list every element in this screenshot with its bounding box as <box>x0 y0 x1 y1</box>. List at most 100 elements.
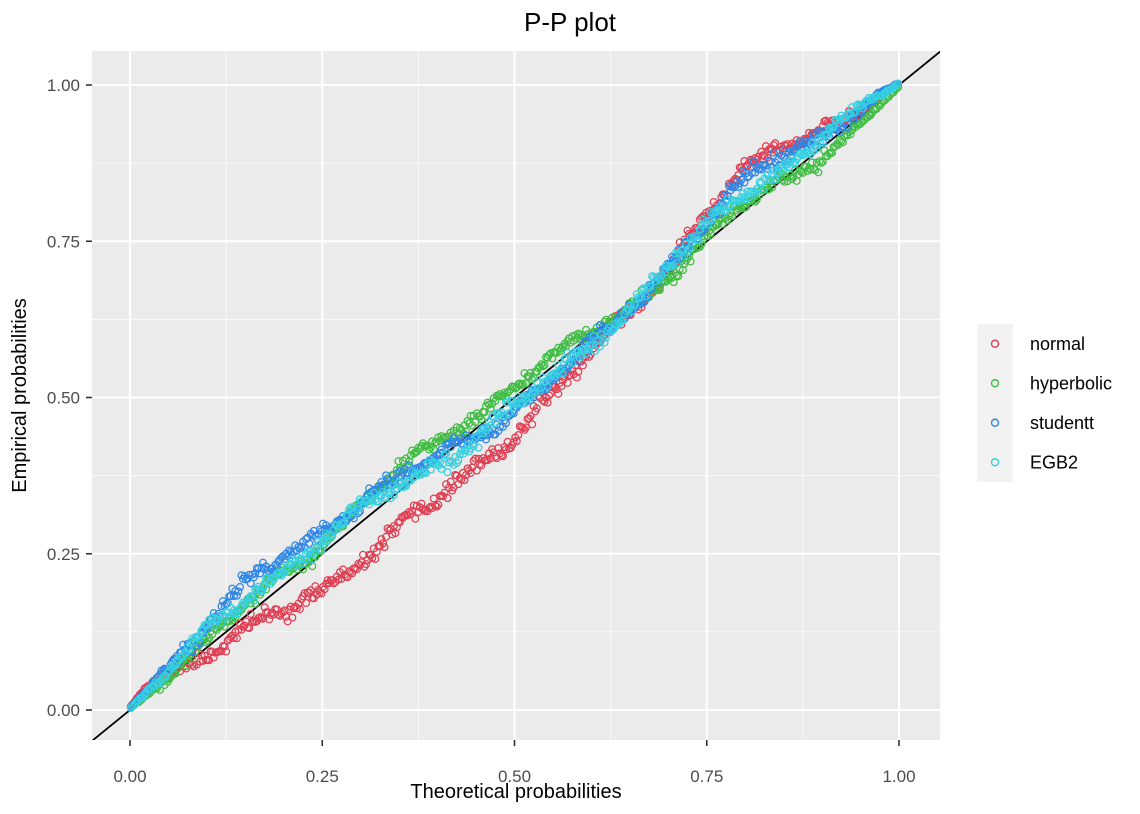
scatter-point <box>426 502 435 511</box>
legend-key-circle-icon <box>990 418 1000 427</box>
scatter-point <box>266 610 275 619</box>
scatter-point <box>578 361 587 370</box>
legend-label: studentt <box>1030 413 1094 433</box>
scatter-point <box>655 275 664 284</box>
scatter-point <box>300 555 309 564</box>
legend-key-circle-icon <box>990 458 1000 467</box>
scatter-point <box>235 582 245 592</box>
scatter-point <box>538 362 548 371</box>
scatter-point <box>255 569 265 578</box>
scatter-point <box>222 647 231 656</box>
scatter-point <box>405 457 414 466</box>
scatter-point <box>641 292 651 301</box>
scatter-point <box>515 379 524 388</box>
scatter-point <box>818 138 827 147</box>
series-points-EGB2 <box>126 79 903 713</box>
scatter-point <box>749 157 758 166</box>
identity-reference-line <box>92 51 940 740</box>
scatter-point <box>302 598 311 608</box>
scatter-point <box>525 414 534 423</box>
scatter-point <box>892 80 901 89</box>
scatter-point <box>817 158 826 167</box>
scatter-point <box>537 360 546 369</box>
scatter-point <box>297 555 306 564</box>
scatter-point <box>469 456 478 465</box>
scatter-point <box>509 437 518 446</box>
scatter-point <box>434 500 443 509</box>
scatter-point <box>340 518 349 527</box>
scatter-point <box>852 101 861 110</box>
scatter-point <box>595 342 604 351</box>
scatter-point <box>549 369 558 378</box>
scatter-point <box>566 351 575 361</box>
scatter-point <box>505 409 514 418</box>
scatter-point <box>446 442 455 452</box>
scatter-point <box>741 202 751 212</box>
scatter-point <box>258 582 268 591</box>
scatter-point <box>468 440 477 449</box>
scatter-point <box>220 642 229 651</box>
scatter-point <box>318 535 328 545</box>
scatter-point <box>234 609 243 618</box>
y-axis-title: Empirical probabilities <box>9 298 31 493</box>
scatter-point <box>737 193 746 202</box>
scatter-point <box>828 148 837 157</box>
scatter-point <box>471 454 480 463</box>
scatter-point <box>378 539 388 548</box>
legend-label: EGB2 <box>1030 452 1078 472</box>
scatter-point <box>645 281 654 291</box>
scatter-point <box>631 300 640 309</box>
scatter-point <box>706 229 715 238</box>
scatter-point <box>675 265 684 274</box>
scatter-point <box>601 333 611 342</box>
scatter-point <box>528 420 537 429</box>
scatter-point <box>185 645 194 654</box>
x-axis-title: Theoretical probabilities <box>410 781 621 803</box>
legend-key-background <box>977 442 1013 482</box>
scatter-points <box>126 79 903 713</box>
scatter-point <box>438 492 448 501</box>
scatter-point <box>494 392 503 401</box>
legend-item-EGB2: EGB2 <box>977 442 1078 482</box>
scatter-point <box>455 434 464 443</box>
scatter-point <box>246 609 255 619</box>
scatter-point <box>472 466 481 475</box>
scatter-point <box>788 174 797 183</box>
scatter-point <box>498 452 508 461</box>
scatter-point <box>694 235 703 244</box>
scatter-point <box>637 292 646 301</box>
y-tick-label: 0.50 <box>47 389 80 408</box>
scatter-point <box>814 168 823 177</box>
y-tick-label: 1.00 <box>47 76 80 95</box>
scatter-point <box>771 139 780 148</box>
legend-key-background <box>977 403 1013 443</box>
scatter-point <box>362 560 371 569</box>
y-tick-label: 0.00 <box>47 701 80 720</box>
scatter-point <box>295 544 304 553</box>
scatter-point <box>469 442 478 451</box>
scatter-point <box>540 397 549 406</box>
scatter-point <box>195 633 205 643</box>
scatter-point <box>442 449 451 458</box>
scatter-point <box>814 126 823 136</box>
scatter-point <box>254 614 263 623</box>
x-tick-label: 0.50 <box>498 767 531 786</box>
scatter-point <box>462 427 471 436</box>
scatter-point <box>208 647 217 657</box>
scatter-point <box>695 225 704 234</box>
scatter-point <box>572 373 581 382</box>
scatter-point <box>655 285 664 295</box>
x-tick-label: 0.00 <box>113 767 146 786</box>
scatter-point <box>209 621 218 630</box>
scatter-point <box>452 423 461 432</box>
legend-key-circle-icon <box>990 339 1000 348</box>
scatter-point <box>234 587 243 596</box>
scatter-point <box>501 445 511 454</box>
scatter-point <box>574 329 583 338</box>
scatter-point <box>778 166 787 175</box>
scatter-point <box>368 554 377 563</box>
scatter-point <box>804 149 814 158</box>
scatter-point <box>766 175 775 185</box>
scatter-point <box>411 514 420 523</box>
scatter-point <box>557 364 566 373</box>
